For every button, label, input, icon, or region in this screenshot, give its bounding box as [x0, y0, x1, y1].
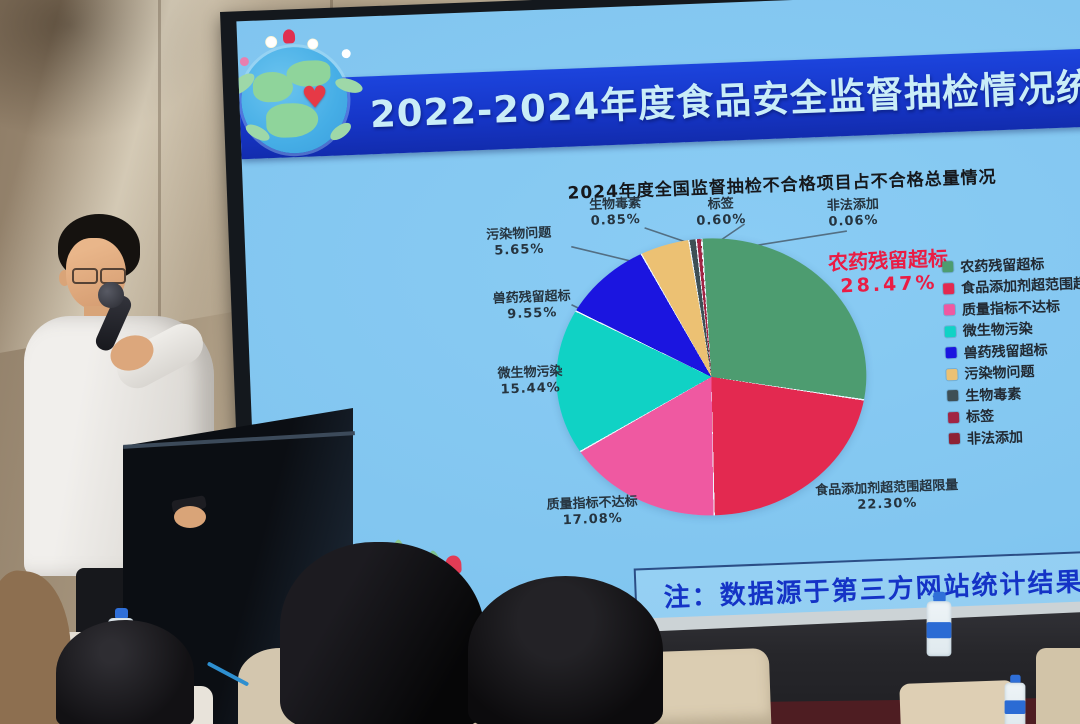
wall-panel-seam	[158, 0, 161, 575]
pie-label: 标签 0.60%	[671, 195, 772, 231]
chair-back	[899, 680, 1016, 724]
bottle-cap	[1009, 674, 1021, 683]
slide-title-banner: 2022-2024年度食品安全监督抽检情况统计	[238, 47, 1080, 160]
legend-label: 兽药残留超标	[963, 342, 1048, 362]
pie-label: 兽药残留超标 9.55%	[459, 287, 605, 325]
legend-swatch	[948, 433, 961, 445]
legend-label: 微生物污染	[962, 321, 1034, 340]
flower-icon	[307, 38, 319, 50]
water-bottle	[1001, 674, 1028, 724]
legend-swatch	[943, 304, 956, 316]
water-bottle	[923, 591, 955, 657]
presenter-left-hand	[171, 495, 212, 528]
heart-icon: ♥	[300, 79, 329, 116]
legend-label: 食品添加剂超范围超限量	[960, 275, 1080, 297]
legend-label: 污染物问题	[964, 364, 1035, 383]
flower-icon	[341, 49, 351, 59]
audience-head	[468, 576, 663, 724]
legend-label: 非法添加	[966, 429, 1024, 448]
presenter-hand	[174, 506, 206, 528]
glasses-lens	[72, 268, 98, 284]
pie-label: 非法添加 0.06%	[798, 196, 909, 232]
pie-label: 质量指标不达标 17.08%	[512, 493, 673, 531]
bottle-label	[926, 622, 952, 639]
legend-label: 农药残留超标	[960, 256, 1045, 276]
legend-swatch	[942, 261, 954, 273]
legend-swatch	[942, 282, 955, 295]
microphone-head	[98, 282, 124, 308]
legend-label: 标签	[965, 408, 995, 426]
pie-label-pct: 0.06%	[828, 212, 879, 230]
legend-swatch	[946, 368, 958, 381]
pie-label: 微生物污染 15.44%	[460, 363, 601, 400]
slide-title: 2022-2024年度食品安全监督抽检情况统计	[369, 64, 1080, 137]
chair-back	[650, 647, 772, 724]
presenter-ear	[59, 270, 70, 286]
bottle-cap	[114, 608, 128, 618]
legend-swatch	[944, 325, 957, 338]
glasses	[70, 268, 126, 284]
audience-head-long-hair	[280, 542, 485, 724]
bottle-cap	[932, 591, 946, 602]
flower-icon	[239, 56, 250, 67]
legend-swatch	[947, 390, 959, 402]
legend-swatch	[945, 347, 957, 359]
chart-legend: 农药残留超标 食品添加剂超范围超限量 质量指标不达标 微生物污染 兽药残留超标 …	[942, 250, 1080, 450]
flower-icon	[264, 35, 278, 49]
pie-label-pct: 0.85%	[590, 212, 642, 229]
legend-label: 生物毒素	[964, 386, 1022, 405]
legend-swatch	[947, 411, 960, 424]
legend-label: 质量指标不达标	[961, 298, 1061, 319]
pie-label-pct: 0.60%	[696, 211, 747, 229]
tulip-icon	[282, 29, 296, 44]
audience-head	[56, 620, 194, 724]
bottle-label	[1004, 700, 1026, 714]
pie-label: 生物毒素 0.85%	[562, 195, 668, 231]
globe-illustration: ♥	[236, 29, 365, 166]
chair-back	[1036, 648, 1080, 724]
